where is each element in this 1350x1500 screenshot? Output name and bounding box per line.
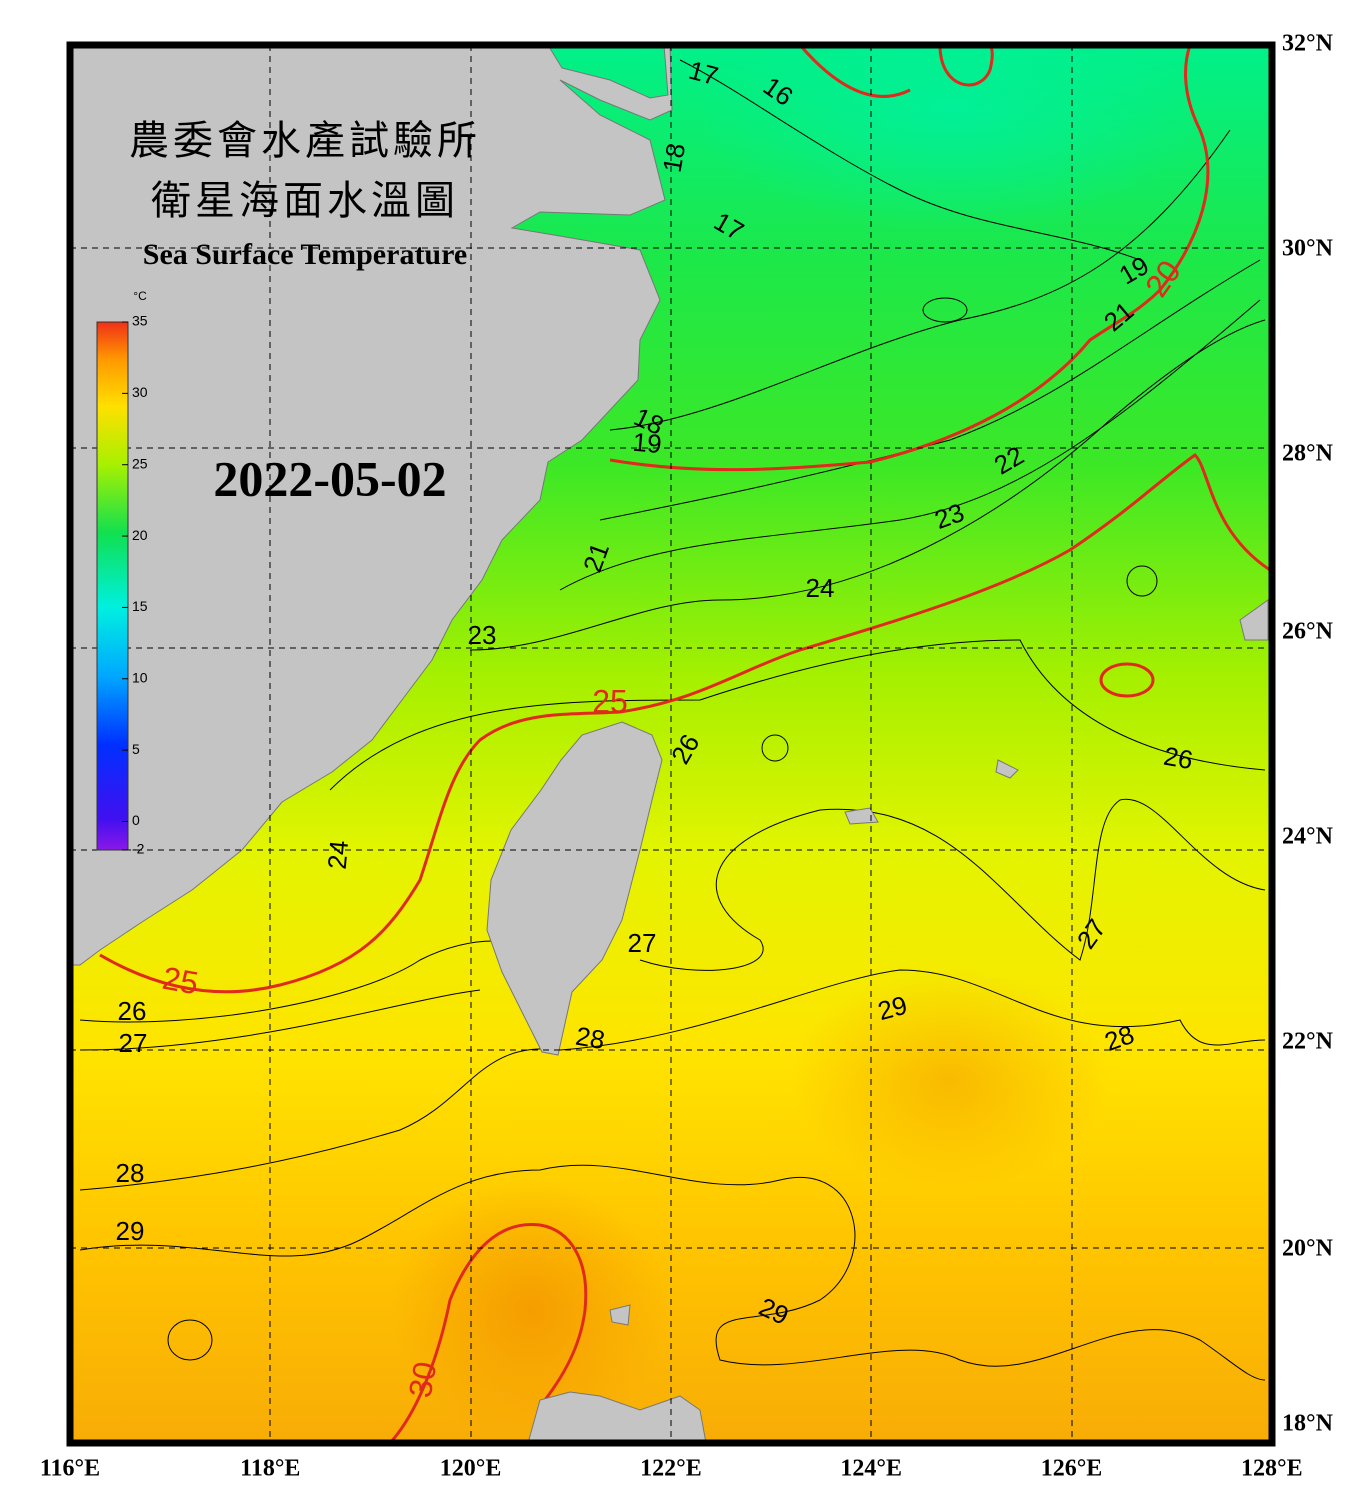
lon-label: 118°E xyxy=(240,1456,300,1482)
contour-line xyxy=(79,798,1266,1051)
colorbar-tick-label: 10 xyxy=(132,669,148,685)
lon-label: 124°E xyxy=(840,1456,902,1482)
contour-line xyxy=(679,59,1141,261)
lat-label: 22°N xyxy=(1282,1029,1334,1055)
major-contour xyxy=(99,453,1271,994)
colorbar xyxy=(96,321,129,851)
contour-line xyxy=(609,129,1231,431)
contour-label: 28 xyxy=(116,1158,145,1188)
colorbar-tick-label: 5 xyxy=(132,741,140,757)
lon-label: 116°E xyxy=(40,1456,100,1482)
lat-label: 24°N xyxy=(1282,824,1334,850)
lat-label: 20°N xyxy=(1282,1236,1334,1262)
lat-label: 18°N xyxy=(1282,1411,1334,1437)
warm-patch xyxy=(790,970,1110,1190)
contour-label: 24 xyxy=(322,839,354,870)
cool-patch xyxy=(690,45,1210,230)
contour-line xyxy=(922,297,968,323)
contour-label: 30 xyxy=(402,1359,444,1400)
colorbar-tick-label: 15 xyxy=(132,598,148,614)
contour-line xyxy=(79,969,1266,1191)
lon-label: 126°E xyxy=(1041,1456,1103,1482)
contour-line xyxy=(599,259,1261,521)
taiwan xyxy=(486,721,663,1056)
contour-label: 19 xyxy=(631,427,662,459)
contour-label: 25 xyxy=(592,683,628,719)
contour-line xyxy=(1126,565,1158,597)
major-contour xyxy=(609,45,1210,472)
colorbar-tick-label: -2 xyxy=(132,841,145,857)
colorbar-tick-label: 25 xyxy=(132,455,148,471)
island xyxy=(995,759,1019,779)
colorbar-ticks: 35 30 25 20 15 10 5 0 -2 xyxy=(122,313,148,857)
contour-line xyxy=(167,1319,213,1361)
contour-lines xyxy=(79,59,1266,1381)
colorbar-tick-label: 0 xyxy=(132,812,140,828)
contour-line xyxy=(79,1164,1266,1381)
major-contour xyxy=(388,1222,588,1443)
major-contour xyxy=(1099,662,1155,698)
contour-label: 28 xyxy=(574,1021,608,1056)
lon-label: 122°E xyxy=(640,1456,702,1482)
contour-label: 27 xyxy=(119,1028,148,1058)
date: 2022-05-02 xyxy=(213,450,446,506)
contour-label: 26 xyxy=(1162,741,1196,776)
lat-label: 26°N xyxy=(1282,619,1334,645)
contour-label: 27 xyxy=(628,928,657,958)
contour-label: 25 xyxy=(160,960,201,1002)
graticule xyxy=(70,45,1272,1443)
contour-line xyxy=(559,299,1261,591)
lon-label: 120°E xyxy=(440,1456,502,1482)
lat-label: 28°N xyxy=(1282,441,1334,467)
colorbar-tick-label: 20 xyxy=(132,527,148,543)
map-frame xyxy=(66,41,1276,1447)
island xyxy=(609,1304,631,1326)
china-coast xyxy=(70,45,673,966)
contour-line xyxy=(761,734,789,762)
island xyxy=(844,807,879,825)
contour-line xyxy=(469,319,1266,651)
major-contours xyxy=(99,45,1271,1443)
land xyxy=(70,45,1269,1443)
island xyxy=(1239,599,1269,641)
major-contour xyxy=(798,45,911,98)
title-en: Sea Surface Temperature xyxy=(143,238,467,271)
luzon xyxy=(527,1391,707,1443)
axis-labels: 32°N 30°N 28°N 26°N 24°N 22°N 20°N 18°N 116°E 118… xyxy=(40,31,1334,1482)
warm-patch xyxy=(390,1180,670,1440)
contour-label: 18 xyxy=(657,141,692,175)
colorbar-unit: °C xyxy=(133,289,147,303)
contour-line xyxy=(329,639,1266,791)
contour-label: 29 xyxy=(116,1216,145,1246)
lat-label: 30°N xyxy=(1282,236,1334,262)
contour-label: 26 xyxy=(118,996,147,1026)
lon-label: 128°E xyxy=(1241,1456,1303,1482)
subtitle-zh: 衛星海面水溫圖 xyxy=(151,178,459,223)
title-zh: 農委會水產試驗所 xyxy=(129,118,481,163)
colorbar-tick-label: 35 xyxy=(132,313,148,329)
contour-label: 24 xyxy=(806,573,835,603)
colorbar-tick-label: 30 xyxy=(132,384,148,400)
lat-label: 32°N xyxy=(1282,31,1334,57)
contour-label: 23 xyxy=(468,620,497,650)
